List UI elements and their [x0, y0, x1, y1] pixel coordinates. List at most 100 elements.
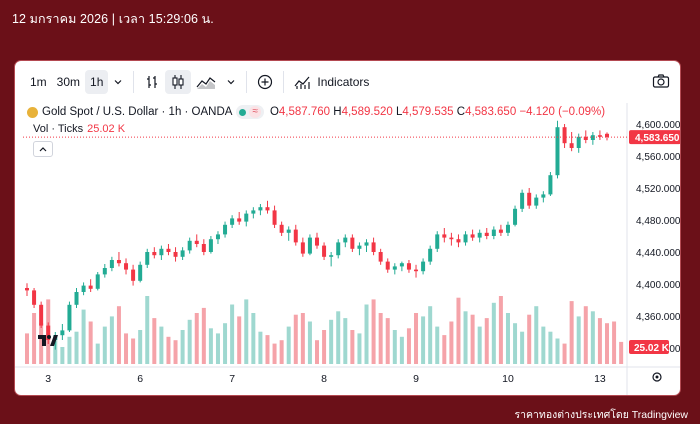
- volume-bar: [67, 336, 72, 364]
- volume-bar: [541, 326, 546, 364]
- candle-body: [392, 266, 397, 270]
- last-price-badge: [629, 130, 680, 145]
- volume-bar: [145, 296, 150, 364]
- volume-bar: [498, 296, 503, 364]
- candle-body: [562, 127, 567, 144]
- candle-body: [463, 234, 468, 243]
- high-label: H: [333, 106, 342, 118]
- volume-bar: [357, 333, 362, 364]
- candle-body: [421, 261, 426, 272]
- volume-bar: [124, 333, 129, 364]
- candle-body: [442, 234, 447, 238]
- volume-bar: [435, 326, 440, 364]
- volume-bar: [244, 299, 249, 364]
- volume-bar: [505, 313, 510, 364]
- interval-1m-button[interactable]: 1m: [30, 75, 47, 89]
- volume-bar: [293, 314, 298, 364]
- candle-body: [109, 260, 114, 268]
- candle-body: [527, 192, 532, 206]
- indicators-label: Indicators: [317, 75, 370, 89]
- candle-body: [116, 260, 121, 264]
- volume-bar: [187, 319, 192, 364]
- snapshot-button[interactable]: [652, 73, 670, 92]
- candle-body: [194, 240, 199, 244]
- settings-gear-icon[interactable]: [652, 372, 662, 382]
- open-value: 4,587.760: [278, 106, 331, 118]
- volume-label: Vol · Ticks: [33, 123, 84, 135]
- volume-bar: [159, 326, 164, 364]
- candle-body: [597, 135, 602, 137]
- candle-style-button[interactable]: [165, 70, 192, 94]
- candle-body: [173, 252, 178, 257]
- change-value: −4.120 (−0.09%): [519, 106, 606, 118]
- tradingview-logo[interactable]: [37, 332, 59, 348]
- compare-add-button[interactable]: [252, 70, 278, 94]
- volume-bar: [208, 328, 213, 364]
- symbol-title[interactable]: Gold Spot / U.S. Dollar · 1h · OANDA: [42, 106, 233, 118]
- price-tick-label: 4,600.000: [636, 120, 681, 131]
- candle-body: [39, 304, 44, 326]
- volume-bar: [364, 304, 369, 364]
- volume-bar: [223, 323, 228, 364]
- area-style-button[interactable]: [191, 70, 221, 94]
- candle-body: [385, 261, 390, 270]
- legend-collapse-button[interactable]: [33, 141, 53, 157]
- candle-body: [95, 274, 100, 289]
- chart-style-dropdown-button[interactable]: [221, 70, 241, 94]
- volume-bar: [237, 316, 242, 364]
- candle-body: [81, 285, 86, 292]
- candle-body: [102, 268, 107, 275]
- interval-dropdown-button[interactable]: [108, 70, 128, 94]
- candle-body: [124, 263, 129, 270]
- volume-bar: [470, 314, 475, 364]
- candle-body: [491, 229, 496, 236]
- approx-data-icon: ≈: [249, 106, 261, 118]
- camera-icon: [652, 74, 670, 88]
- candle-body: [60, 330, 65, 336]
- volume-bar: [307, 321, 312, 364]
- interval-1h-button[interactable]: 1h: [85, 70, 109, 94]
- volume-bar: [88, 321, 93, 364]
- candle-body: [131, 269, 136, 281]
- candle-body: [569, 143, 574, 148]
- price-tick-label: 4,520.000: [636, 184, 681, 195]
- volume-bar: [597, 318, 602, 364]
- time-tick-label: 10: [502, 373, 514, 385]
- volume-bar: [513, 323, 518, 364]
- volume-bar: [336, 311, 341, 364]
- interval-30m-button[interactable]: 30m: [56, 75, 81, 89]
- volume-bar: [463, 311, 468, 364]
- indicators-button[interactable]: Indicators: [289, 70, 374, 94]
- toolbar-divider: [283, 71, 285, 93]
- candle-body: [435, 234, 440, 249]
- volume-last-badge: [629, 340, 669, 354]
- volume-bar: [315, 340, 319, 364]
- volume-bar: [520, 331, 525, 364]
- market-status[interactable]: ≈: [236, 105, 264, 119]
- price-chart[interactable]: 4,600.000 4,560.000 4,520.000 4,480.000 4,44…: [15, 61, 681, 396]
- volume-bar: [590, 311, 595, 364]
- candle-body: [265, 207, 270, 211]
- chart-toolbar: 1m 30m 1h Indicators: [15, 61, 680, 103]
- volume-bar: [25, 333, 29, 364]
- volume-bar: [322, 330, 327, 364]
- candle-body: [470, 234, 475, 238]
- candle-body: [180, 250, 185, 257]
- candle-body: [230, 218, 235, 225]
- candle-body: [32, 290, 37, 305]
- candle-body: [477, 232, 482, 238]
- high-value: 4,589.520: [341, 106, 393, 118]
- candle-body: [279, 224, 284, 233]
- candle-body: [534, 197, 539, 206]
- volume-bar: [569, 301, 574, 364]
- price-tick-label: 4,480.000: [636, 216, 681, 227]
- volume-bar: [180, 330, 185, 364]
- candle-body: [449, 237, 454, 240]
- volume-bar: [350, 330, 355, 364]
- time-tick-label: 3: [45, 373, 51, 385]
- price-tick-label: 4,560.000: [636, 152, 681, 163]
- volume-bar: [329, 319, 334, 364]
- volume-value: 25.02 K: [87, 123, 126, 135]
- bar-style-button[interactable]: [139, 70, 165, 94]
- candle-body: [513, 208, 518, 225]
